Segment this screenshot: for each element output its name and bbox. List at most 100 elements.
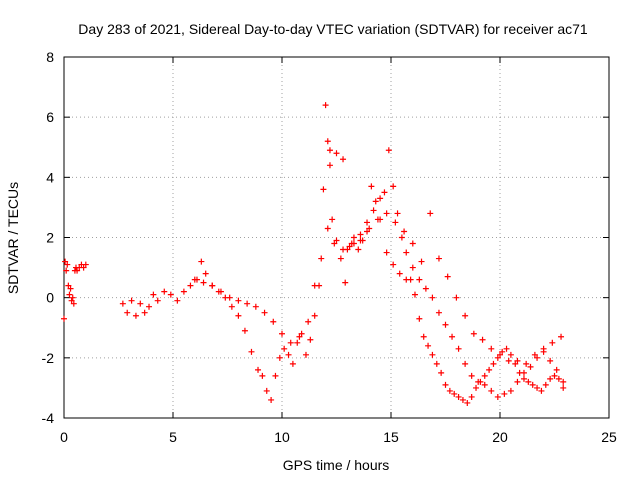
data-point-track-b [311, 282, 318, 289]
data-point-track-b [366, 225, 373, 232]
data-point-track-a [298, 330, 305, 337]
data-point-track-c [390, 261, 397, 268]
data-point-track-a [268, 396, 275, 403]
data-point-track-a [198, 258, 205, 265]
y-tick-label: -4 [42, 410, 55, 426]
data-point-track-c [494, 393, 501, 400]
data-point-track-b [226, 294, 233, 301]
data-point-track-a [429, 351, 436, 358]
data-point-track-b [244, 300, 251, 307]
data-point-track-a [385, 147, 392, 154]
data-point-track-b [444, 273, 451, 280]
data-point-track-c [344, 246, 351, 253]
data-point-track-b [409, 240, 416, 247]
data-point-track-c [547, 357, 554, 364]
data-point-track-b [523, 360, 530, 367]
data-point-cluster-early [70, 300, 77, 307]
data-point-cluster-early [66, 291, 73, 298]
data-point-track-a [302, 351, 309, 358]
data-point-track-c [475, 378, 482, 385]
data-point-track-a [322, 102, 329, 109]
data-point-track-a [499, 348, 506, 355]
data-point-cluster-early [74, 267, 81, 274]
data-point-track-a [124, 309, 131, 316]
data-point-track-a [350, 234, 357, 241]
data-point-track-b [392, 219, 399, 226]
data-point-track-c [455, 345, 462, 352]
data-point-track-a [398, 234, 405, 241]
data-point-cluster-early [65, 282, 72, 289]
data-point-track-a [337, 255, 344, 262]
data-point-track-c [540, 348, 547, 355]
data-point-track-b [514, 357, 521, 364]
data-point-track-a [137, 300, 144, 307]
data-point-track-a [486, 366, 493, 373]
data-point-track-b [374, 216, 381, 223]
x-tick-label: 20 [492, 429, 508, 445]
data-point-track-a [494, 354, 501, 361]
data-point-track-b [287, 339, 294, 346]
data-point-track-a [464, 399, 471, 406]
y-tick-label: 2 [46, 230, 54, 246]
data-point-track-a [490, 360, 497, 367]
data-point-track-a [520, 375, 527, 382]
data-point-track-a [542, 381, 549, 388]
data-point-track-b [235, 297, 242, 304]
data-point-track-b [558, 333, 565, 340]
axis-ticks: 0 5 10 15 20 25 -4 -2 0 2 4 6 8 [42, 49, 617, 445]
data-point-track-b [401, 228, 408, 235]
data-point-track-a [272, 372, 279, 379]
data-point-track-a [333, 237, 340, 244]
data-point-track-a [241, 327, 248, 334]
data-point-track-a [560, 384, 567, 391]
data-point-track-c [416, 276, 423, 283]
data-point-track-c [396, 270, 403, 277]
data-point-track-c [501, 390, 508, 397]
y-tick-label: 6 [46, 109, 54, 125]
data-point-track-b [305, 318, 312, 325]
x-tick-label: 25 [601, 429, 617, 445]
data-point-track-c [468, 372, 475, 379]
data-point-track-a [512, 360, 519, 367]
data-point-track-a [154, 297, 161, 304]
data-point-track-a [425, 342, 432, 349]
data-point-track-c [488, 387, 495, 394]
data-point-track-b [505, 357, 512, 364]
data-point-track-c [326, 147, 333, 154]
data-point-track-a [294, 339, 301, 346]
data-point-track-a [438, 369, 445, 376]
data-point-track-b [279, 330, 285, 337]
data-point-track-a [263, 387, 270, 394]
data-point-track-c [534, 354, 541, 361]
data-point-track-b [531, 351, 538, 358]
data-point-track-a [150, 291, 157, 298]
x-tick-label: 10 [274, 429, 290, 445]
x-tick-label: 15 [383, 429, 399, 445]
data-point-track-a [128, 297, 135, 304]
data-point-track-b [418, 258, 425, 265]
data-point-track-a [555, 375, 562, 382]
data-point-track-a [187, 282, 194, 289]
data-point-track-a [174, 297, 181, 304]
data-point-track-a [248, 348, 255, 355]
data-point-track-c [507, 387, 514, 394]
data-point-track-a [364, 219, 371, 226]
data-point-track-a [326, 162, 333, 169]
data-point-track-a [146, 303, 153, 310]
data-point-track-a [119, 300, 126, 307]
data-point-track-a [285, 351, 292, 358]
data-point-track-c [553, 366, 560, 373]
data-point-track-a [468, 393, 475, 400]
data-point-track-a [538, 387, 545, 394]
x-tick-label: 5 [169, 429, 177, 445]
data-point-track-b [270, 318, 277, 325]
data-point-track-a [473, 384, 480, 391]
data-point-track-a [420, 333, 427, 340]
x-tick-label: 0 [60, 429, 68, 445]
data-point-track-c [357, 237, 364, 244]
data-point-track-b [200, 279, 207, 286]
data-point-cluster-early [62, 258, 69, 265]
data-point-track-b [318, 255, 325, 262]
data-point-track-a [228, 303, 235, 310]
